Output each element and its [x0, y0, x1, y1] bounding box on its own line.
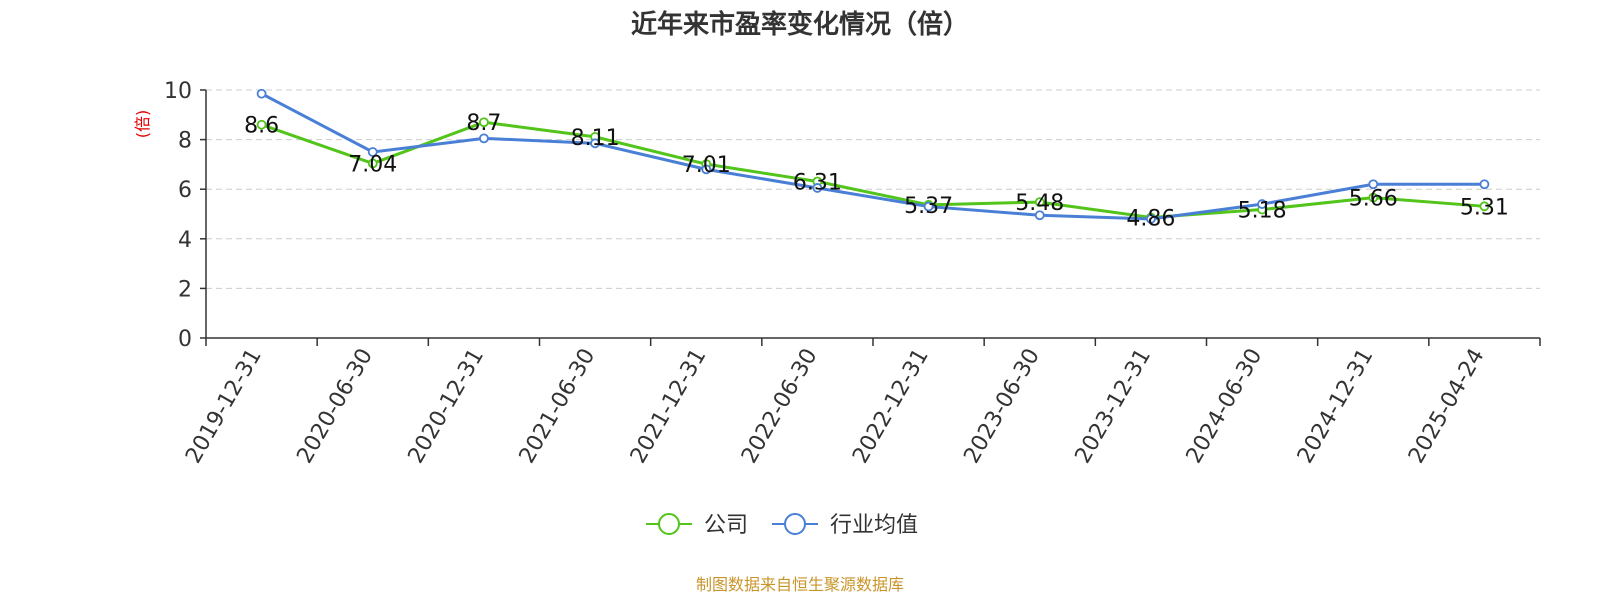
source-note: 制图数据来自恒生聚源数据库	[696, 575, 904, 594]
series-lines	[256, 88, 1490, 224]
data-point-0[interactable]	[256, 119, 267, 130]
data-point-1[interactable]	[1479, 179, 1490, 190]
data-point-0[interactable]	[1368, 192, 1379, 203]
data-label: 7.01	[682, 153, 731, 178]
data-point-1[interactable]	[923, 201, 934, 212]
y-tick-label: 0	[178, 327, 192, 352]
data-point-0[interactable]	[367, 158, 378, 169]
x-tick-label: 2025-04-24	[1404, 345, 1490, 468]
x-tick-label: 2020-06-30	[292, 345, 378, 468]
y-tick-label: 4	[178, 228, 192, 253]
x-tick-label: 2020-12-31	[404, 344, 490, 467]
data-point-1[interactable]	[812, 183, 823, 193]
x-tick-label: 2023-12-31	[1071, 345, 1157, 468]
data-point-1[interactable]	[256, 88, 267, 99]
x-tick-label: 2021-06-30	[515, 345, 601, 468]
data-label: 7.04	[348, 152, 397, 177]
data-point-0[interactable]	[1034, 197, 1045, 207]
data-point-0[interactable]	[1479, 201, 1490, 212]
legend-label: 公司	[704, 513, 748, 538]
x-tick-label: 2024-06-30	[1182, 345, 1268, 468]
x-tick-label: 2022-12-31	[848, 344, 934, 467]
legend-item-1[interactable]: 行业均值	[772, 513, 918, 538]
legend-label: 行业均值	[830, 513, 918, 538]
data-label: 8.6	[244, 114, 279, 139]
data-labels: 8.6 7.04 8.7 8.11 7.01 6.31 5.37 5.48 4.86 5.18 5.…	[244, 111, 1509, 231]
x-tick-label: 2022-06-30	[737, 345, 823, 468]
data-label: 4.86	[1126, 206, 1175, 231]
x-tick-label: 2023-06-30	[959, 345, 1045, 468]
x-tick-label: 2021-12-31	[626, 345, 712, 468]
legend-item-0[interactable]: 公司	[646, 513, 748, 538]
series-line-1	[260, 92, 1485, 221]
data-label: 5.66	[1349, 187, 1398, 212]
data-point-1[interactable]	[1146, 214, 1156, 224]
legend[interactable]: 公司 行业均值	[646, 513, 918, 538]
y-tick-label: 8	[178, 129, 192, 154]
data-point-1[interactable]	[1257, 199, 1267, 209]
data-point-1[interactable]	[367, 147, 378, 157]
y-tick-label: 10	[164, 79, 192, 104]
legend-circle-icon	[784, 513, 806, 535]
data-point-0[interactable]	[479, 117, 489, 128]
y-tick-label: 6	[178, 178, 192, 203]
chart-title: 近年来市盈率变化情况（倍）	[631, 9, 969, 40]
grid-lines	[206, 89, 1540, 289]
data-point-1[interactable]	[1368, 179, 1379, 190]
data-label: 5.37	[904, 194, 953, 219]
data-label: 6.31	[793, 171, 842, 196]
data-label: 5.31	[1460, 195, 1509, 220]
data-point-1[interactable]	[479, 133, 489, 144]
y-tick-label: 2	[178, 277, 192, 302]
y-axis-label: (倍)	[133, 110, 152, 139]
axes: 0 2 4 6 8 10 2019-12-31 2020-06-30 2020-12-31 202…	[164, 79, 1541, 468]
x-tick-label: 2019-12-31	[181, 345, 267, 468]
data-label: 8.11	[571, 126, 620, 151]
data-point-1[interactable]	[701, 164, 712, 175]
series-line-0	[261, 120, 1485, 219]
x-tick-label: 2024-12-31	[1293, 345, 1379, 468]
data-label: 8.7	[466, 111, 501, 136]
data-point-1[interactable]	[1034, 210, 1045, 221]
data-label: 5.18	[1238, 199, 1287, 224]
data-point-1[interactable]	[590, 138, 600, 149]
legend-circle-icon	[658, 513, 680, 535]
data-label: 5.48	[1015, 191, 1064, 216]
